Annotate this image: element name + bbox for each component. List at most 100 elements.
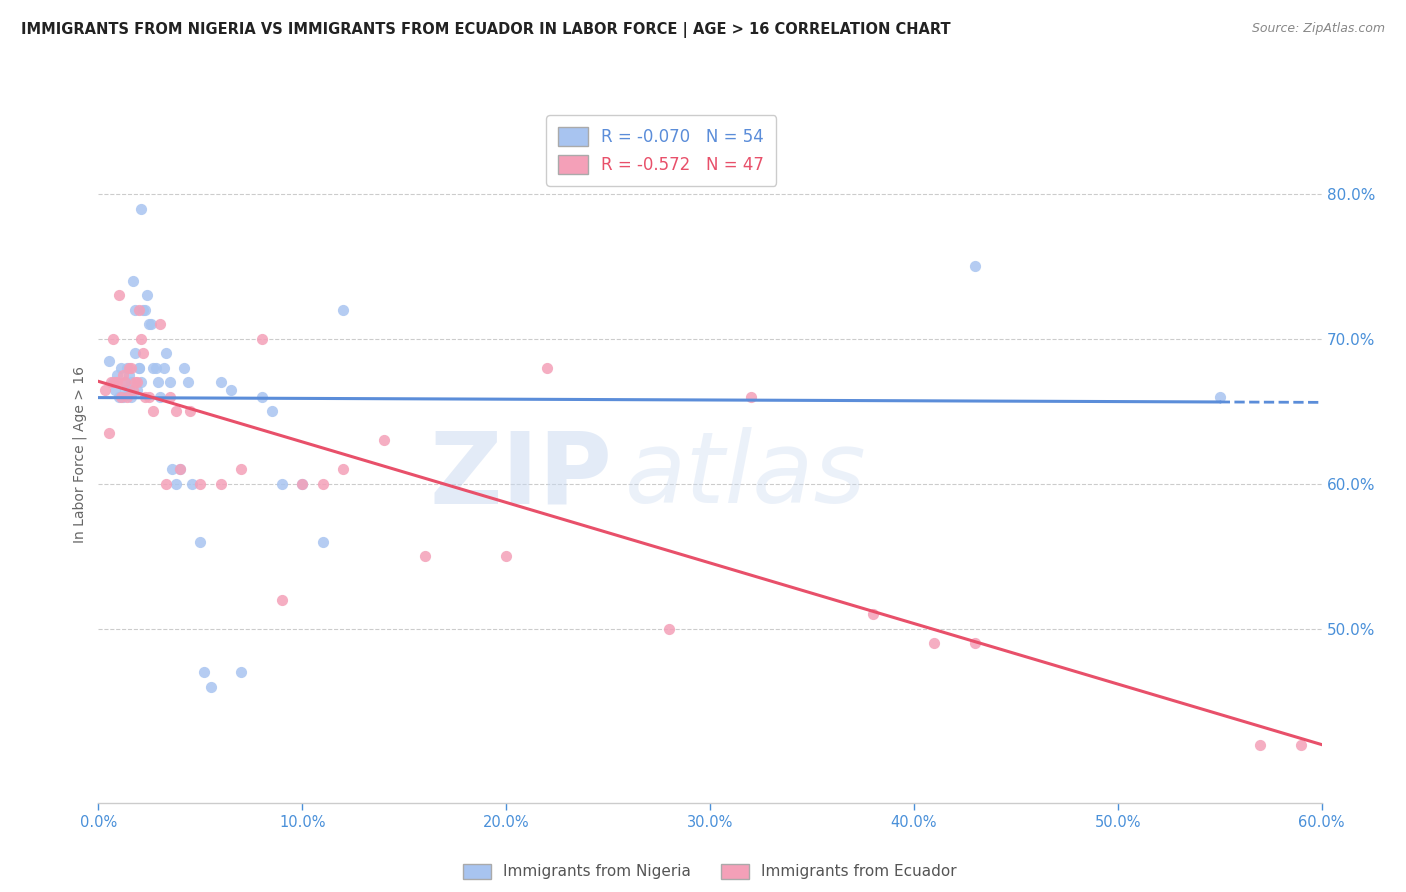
Point bbox=[179, 404, 201, 418]
Point bbox=[260, 404, 283, 418]
Point bbox=[658, 622, 681, 636]
Point bbox=[111, 390, 134, 404]
Point bbox=[155, 477, 177, 491]
Point bbox=[231, 462, 253, 476]
Point bbox=[129, 202, 152, 216]
Point bbox=[115, 361, 138, 376]
Point bbox=[231, 665, 253, 680]
Point bbox=[173, 361, 195, 376]
Point bbox=[124, 346, 146, 360]
Point bbox=[115, 390, 138, 404]
Point bbox=[127, 383, 149, 397]
Point bbox=[97, 353, 120, 368]
Point bbox=[200, 680, 222, 694]
Point bbox=[122, 274, 145, 288]
Point bbox=[332, 462, 354, 476]
Point bbox=[108, 390, 131, 404]
Point bbox=[128, 303, 150, 318]
Point bbox=[124, 303, 146, 318]
Point bbox=[105, 368, 128, 383]
Point bbox=[93, 383, 115, 397]
Point bbox=[209, 477, 232, 491]
Point bbox=[165, 477, 187, 491]
Point bbox=[127, 376, 149, 390]
Point bbox=[104, 383, 127, 397]
Point bbox=[160, 462, 183, 476]
Point bbox=[188, 535, 212, 549]
Point bbox=[159, 390, 181, 404]
Point bbox=[122, 383, 145, 397]
Point bbox=[134, 390, 156, 404]
Point bbox=[1291, 738, 1313, 752]
Point bbox=[149, 390, 172, 404]
Point bbox=[111, 368, 134, 383]
Point bbox=[134, 303, 156, 318]
Point bbox=[536, 361, 558, 376]
Text: IMMIGRANTS FROM NIGERIA VS IMMIGRANTS FROM ECUADOR IN LABOR FORCE | AGE > 16 COR: IMMIGRANTS FROM NIGERIA VS IMMIGRANTS FR… bbox=[21, 22, 950, 38]
Point bbox=[124, 376, 146, 390]
Point bbox=[132, 346, 155, 360]
Point bbox=[291, 477, 314, 491]
Point bbox=[413, 549, 436, 564]
Point bbox=[114, 376, 136, 390]
Point bbox=[177, 376, 200, 390]
Point bbox=[97, 426, 120, 441]
Y-axis label: In Labor Force | Age > 16: In Labor Force | Age > 16 bbox=[73, 367, 87, 543]
Text: atlas: atlas bbox=[624, 427, 866, 524]
Point bbox=[129, 376, 152, 390]
Point bbox=[862, 607, 884, 622]
Point bbox=[129, 332, 152, 346]
Point bbox=[114, 383, 136, 397]
Point bbox=[128, 361, 150, 376]
Legend: Immigrants from Nigeria, Immigrants from Ecuador: Immigrants from Nigeria, Immigrants from… bbox=[457, 857, 963, 886]
Point bbox=[169, 462, 191, 476]
Point bbox=[101, 332, 124, 346]
Point bbox=[120, 361, 142, 376]
Point bbox=[118, 368, 141, 383]
Point bbox=[181, 477, 204, 491]
Point bbox=[128, 361, 150, 376]
Point bbox=[108, 288, 131, 302]
Point bbox=[155, 346, 177, 360]
Point bbox=[136, 288, 159, 302]
Point bbox=[373, 434, 395, 448]
Point bbox=[312, 477, 335, 491]
Point bbox=[291, 477, 314, 491]
Point bbox=[152, 361, 174, 376]
Point bbox=[1209, 390, 1232, 404]
Text: Source: ZipAtlas.com: Source: ZipAtlas.com bbox=[1251, 22, 1385, 36]
Point bbox=[922, 636, 945, 650]
Point bbox=[219, 383, 242, 397]
Point bbox=[740, 390, 762, 404]
Point bbox=[120, 376, 142, 390]
Point bbox=[145, 361, 167, 376]
Point bbox=[138, 318, 160, 332]
Point bbox=[495, 549, 517, 564]
Point bbox=[146, 376, 169, 390]
Point bbox=[100, 376, 122, 390]
Point bbox=[120, 390, 142, 404]
Point bbox=[332, 303, 354, 318]
Point bbox=[138, 390, 160, 404]
Point bbox=[118, 361, 141, 376]
Point bbox=[101, 376, 124, 390]
Point bbox=[250, 390, 273, 404]
Point bbox=[159, 376, 181, 390]
Point bbox=[209, 376, 232, 390]
Point bbox=[110, 390, 132, 404]
Point bbox=[1249, 738, 1271, 752]
Point bbox=[141, 318, 163, 332]
Point bbox=[965, 260, 987, 274]
Point bbox=[105, 376, 128, 390]
Point bbox=[149, 318, 172, 332]
Point bbox=[188, 477, 212, 491]
Point bbox=[104, 376, 127, 390]
Text: ZIP: ZIP bbox=[429, 427, 612, 524]
Point bbox=[193, 665, 215, 680]
Point bbox=[250, 332, 273, 346]
Point bbox=[142, 404, 165, 418]
Point bbox=[114, 376, 136, 390]
Point bbox=[165, 404, 187, 418]
Point bbox=[270, 477, 294, 491]
Point bbox=[118, 383, 141, 397]
